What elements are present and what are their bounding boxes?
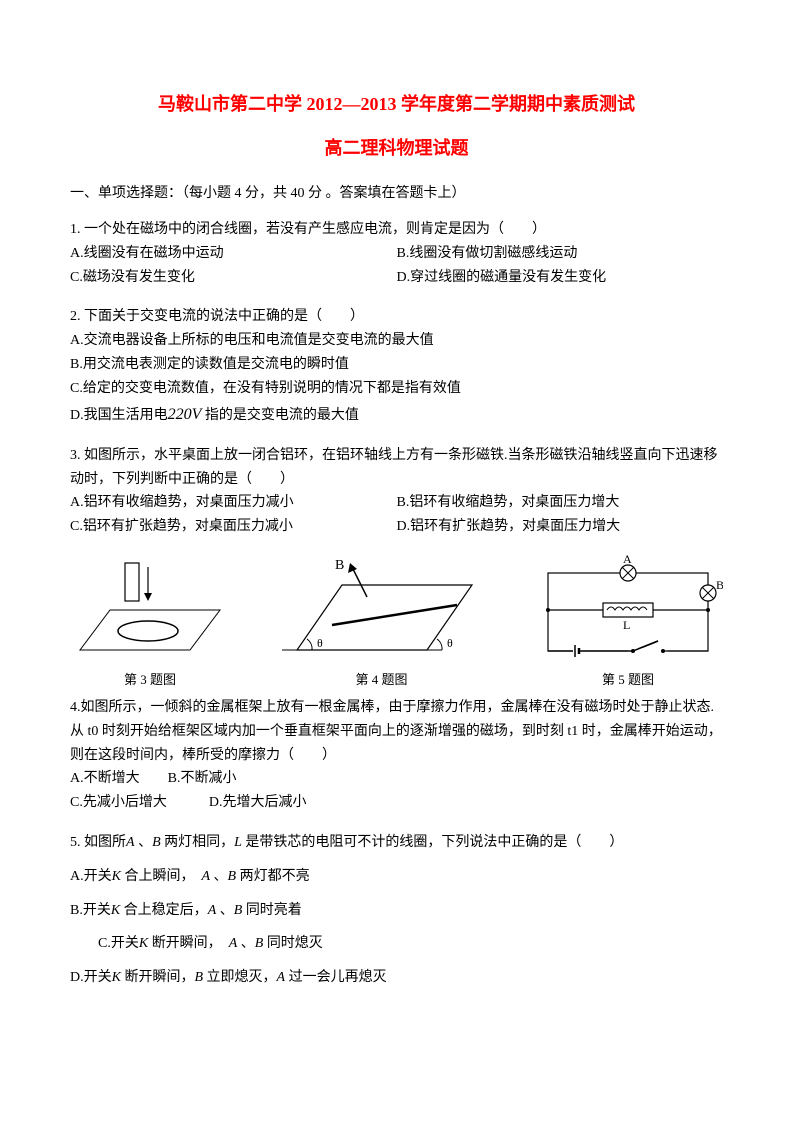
q5c-mid2: 、: [237, 936, 255, 951]
sub-title: 高二理科物理试题: [70, 134, 723, 160]
q5b-a: A: [208, 903, 217, 918]
q4-opt-a: A.不断增大: [70, 771, 140, 786]
figures-row: 第 3 题图 θ θ B 第 4 题图: [70, 555, 723, 688]
q5-opt-b: B.开关K 合上稳定后，A 、B 同时亮着: [70, 899, 723, 923]
q5a-a: A: [201, 869, 210, 884]
inductor-l-label: L: [623, 618, 630, 632]
figure-5-caption: 第 5 题图: [533, 669, 723, 688]
q5d-a: A: [277, 970, 286, 985]
q5d-b: B: [194, 970, 203, 985]
q5c-a: A: [229, 936, 238, 951]
q5-stem-pre: 5. 如图所: [70, 835, 126, 850]
q5d-mid2: 立即熄灭，: [203, 970, 277, 985]
q2-stem: 2. 下面关于交变电流的说法中正确的是（ ）: [70, 305, 723, 329]
figure-3: 第 3 题图: [70, 555, 230, 688]
q5c-pre: C.开关: [98, 936, 139, 951]
question-1: 1. 一个处在磁场中的闭合线圈，若没有产生感应电流，则肯定是因为（ ） A.线圈…: [70, 218, 723, 289]
question-5: 5. 如图所A 、B 两灯相同，L 是带铁芯的电阻可不计的线圈，下列说法中正确的…: [70, 831, 723, 990]
q5c-post: 同时熄灭: [263, 936, 323, 951]
q1-opt-b: B.线圈没有做切割磁感线运动: [397, 242, 724, 266]
q5c-k: K: [139, 936, 148, 951]
q5a-mid: 合上瞬间，: [121, 869, 202, 884]
figure-5-svg: A L B: [533, 555, 723, 665]
figure-3-svg: [70, 555, 230, 665]
q2-d-val: 220V: [168, 406, 202, 423]
q5d-pre: D.开关: [70, 970, 112, 985]
q1-opt-a: A.线圈没有在磁场中运动: [70, 242, 397, 266]
main-title: 马鞍山市第二中学 2012—2013 学年度第二学期期中素质测试: [70, 90, 723, 116]
q5b-pre: B.开关: [70, 903, 111, 918]
q2-opt-c: C.给定的交变电流数值，在没有特别说明的情况下都是指有效值: [70, 377, 723, 401]
figure-3-caption: 第 3 题图: [70, 669, 230, 688]
q5b-post: 同时亮着: [242, 903, 302, 918]
q4-opt-c: C.先减小后增大: [70, 795, 167, 810]
q5a-pre: A.开关: [70, 869, 112, 884]
q5-sym-a: A: [126, 835, 135, 850]
q5-stem: 5. 如图所A 、B 两灯相同，L 是带铁芯的电阻可不计的线圈，下列说法中正确的…: [70, 831, 723, 855]
q5-m2: 两灯相同，: [161, 835, 235, 850]
q5a-k: K: [112, 869, 121, 884]
q5b-mid2: 、: [216, 903, 234, 918]
q5b-k: K: [111, 903, 120, 918]
figure-4-svg: θ θ B: [277, 555, 487, 665]
q1-stem: 1. 一个处在磁场中的闭合线圈，若没有产生感应电流，则肯定是因为（ ）: [70, 218, 723, 242]
question-3: 3. 如图所示，水平桌面上放一闭合铝环，在铝环轴线上方有一条形磁铁.当条形磁铁沿…: [70, 444, 723, 539]
q2-opt-d: D.我国生活用电220V 指的是交变电流的最大值: [70, 401, 723, 428]
q4-opt-b: B.不断减小: [168, 771, 237, 786]
b-label: B: [335, 558, 344, 573]
q2-opt-a: A.交流电器设备上所标的电压和电流值是交变电流的最大值: [70, 329, 723, 353]
q5-opt-d: D.开关K 断开瞬间，B 立即熄灭，A 过一会儿再熄灭: [70, 966, 723, 990]
q5-sym-b: B: [152, 835, 161, 850]
bulb-b-label: B: [716, 578, 723, 592]
figure-4: θ θ B 第 4 题图: [277, 555, 487, 688]
q5-sym-l: L: [234, 835, 242, 850]
theta-label-2: θ: [447, 636, 453, 650]
q5d-mid: 断开瞬间，: [121, 970, 195, 985]
q5-m3: 是带铁芯的电阻可不计的线圈，下列说法中正确的是（ ）: [242, 835, 624, 850]
q5a-post: 两灯都不亮: [236, 869, 310, 884]
q5-m1: 、: [135, 835, 153, 850]
theta-label-1: θ: [317, 636, 323, 650]
q3-opt-d: D.铝环有扩张趋势，对桌面压力增大: [397, 515, 724, 539]
q2-d-post: 指的是交变电流的最大值: [201, 408, 359, 423]
q1-opt-d: D.穿过线圈的磁通量没有发生变化: [397, 266, 724, 290]
q5d-k: K: [112, 970, 121, 985]
section-1-heading: 一、单项选择题：（每小题 4 分，共 40 分 。答案填在答题卡上）: [70, 182, 723, 202]
q2-opt-b: B.用交流电表测定的读数值是交流电的瞬时值: [70, 353, 723, 377]
q4-opts-cd: C.先减小后增大 D.先增大后减小: [70, 791, 723, 815]
q5-opt-c: C.开关K 断开瞬间， A 、B 同时熄灭: [98, 932, 723, 956]
q5a-b: B: [228, 869, 237, 884]
q3-opt-a: A.铝环有收缩趋势，对桌面压力减小: [70, 491, 397, 515]
bulb-a-label: A: [623, 555, 632, 566]
q5c-mid: 断开瞬间，: [148, 936, 229, 951]
q4-stem: 4.如图所示，一倾斜的金属框架上放有一根金属棒，由于摩擦力作用，金属棒在没有磁场…: [70, 696, 723, 767]
q5b-mid: 合上稳定后，: [120, 903, 208, 918]
q4-opts-ab: A.不断增大 B.不断减小: [70, 767, 723, 791]
question-4: 4.如图所示，一倾斜的金属框架上放有一根金属棒，由于摩擦力作用，金属棒在没有磁场…: [70, 696, 723, 815]
figure-5: A L B: [533, 555, 723, 688]
q2-d-pre: D.我国生活用电: [70, 408, 168, 423]
exam-page: 马鞍山市第二中学 2012—2013 学年度第二学期期中素质测试 高二理科物理试…: [0, 0, 793, 1046]
q3-opt-b: B.铝环有收缩趋势，对桌面压力增大: [397, 491, 724, 515]
question-2: 2. 下面关于交变电流的说法中正确的是（ ） A.交流电器设备上所标的电压和电流…: [70, 305, 723, 427]
q5a-mid2: 、: [210, 869, 228, 884]
q5-opt-a: A.开关K 合上瞬间， A 、B 两灯都不亮: [70, 865, 723, 889]
q5d-post: 过一会儿再熄灭: [285, 970, 387, 985]
figure-4-caption: 第 4 题图: [277, 669, 487, 688]
q3-stem: 3. 如图所示，水平桌面上放一闭合铝环，在铝环轴线上方有一条形磁铁.当条形磁铁沿…: [70, 444, 723, 492]
q4-opt-d: D.先增大后减小: [209, 795, 307, 810]
q1-opt-c: C.磁场没有发生变化: [70, 266, 397, 290]
q3-opt-c: C.铝环有扩张趋势，对桌面压力减小: [70, 515, 397, 539]
